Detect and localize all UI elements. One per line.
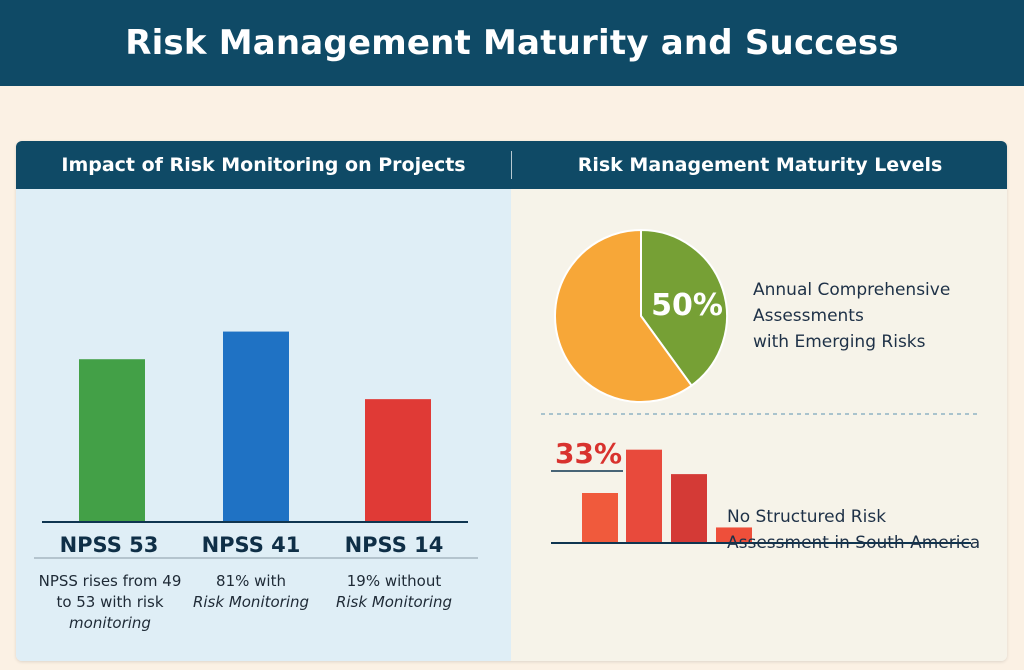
- maturity-pie-chart: 50%: [541, 228, 977, 415]
- bar-label-npss-41: NPSS 41: [201, 533, 301, 557]
- small-bar-1: [626, 449, 662, 543]
- small-bar-2: [671, 474, 707, 543]
- bar-label-npss-53: NPSS 53: [59, 533, 159, 557]
- right-section-heading: Risk Management Maturity Levels: [577, 154, 943, 176]
- pie-value-label: 50%: [651, 288, 723, 323]
- caption-npss-14: 19% without Risk Monitoring: [324, 571, 464, 613]
- caption-npss-41-line2: Risk Monitoring: [192, 593, 310, 611]
- title-bar: Risk Management Maturity and Success: [0, 0, 1024, 86]
- south-america-label-line2: Assessment in South America: [727, 533, 981, 553]
- pie-slice-1: [554, 228, 693, 403]
- infographic-panel: Impact of Risk Monitoring on Projects Ri…: [16, 141, 1007, 661]
- risk-monitoring-bar-chart: [34, 331, 478, 559]
- pie-label: Annual Comprehensive Assessments with Em…: [753, 277, 993, 355]
- pie-label-line3: with Emerging Risks: [753, 332, 926, 352]
- south-america-label: No Structured Risk Assessment in South A…: [727, 504, 997, 556]
- caption-npss-14-line1: 19% without: [346, 572, 442, 590]
- caption-npss-14-line2: Risk Monitoring: [335, 593, 453, 611]
- bar-label-npss-14: NPSS 14: [344, 533, 444, 557]
- left-section-heading: Impact of Risk Monitoring on Projects: [61, 154, 466, 176]
- pie-label-line2: Assessments: [753, 306, 864, 326]
- pie-slice-0: [640, 228, 728, 387]
- panel-header: Impact of Risk Monitoring on Projects Ri…: [16, 141, 1007, 189]
- header-divider: [511, 151, 512, 179]
- caption-npss-53: NPSS rises from 49 to 53 with risk monit…: [30, 571, 190, 634]
- caption-npss-53-line1: NPSS rises from 49: [38, 572, 182, 590]
- south-america-bar-chart: 33%: [551, 437, 971, 544]
- pie-label-line1: Annual Comprehensive: [753, 280, 951, 300]
- bar-1: [223, 331, 289, 522]
- bar-0: [79, 359, 145, 522]
- small-bar-3: [716, 527, 752, 543]
- south-america-label-line1: No Structured Risk: [727, 507, 887, 527]
- caption-npss-41-line1: 81% with: [216, 572, 286, 590]
- right-pane: 50% Annual Comprehensive Assessments wit…: [511, 189, 1007, 661]
- page-title: Risk Management Maturity and Success: [125, 23, 899, 63]
- caption-npss-41: 81% with Risk Monitoring: [181, 571, 321, 613]
- small-bar-0: [582, 493, 618, 543]
- bar-2: [365, 399, 431, 522]
- caption-npss-53-line2: to 53 with risk: [56, 593, 164, 611]
- left-pane: NPSS 53 NPSS 41 NPSS 14 NPSS rises from …: [16, 189, 511, 661]
- caption-npss-53-line3: monitoring: [69, 614, 151, 632]
- small-bar-value-label: 33%: [555, 437, 622, 470]
